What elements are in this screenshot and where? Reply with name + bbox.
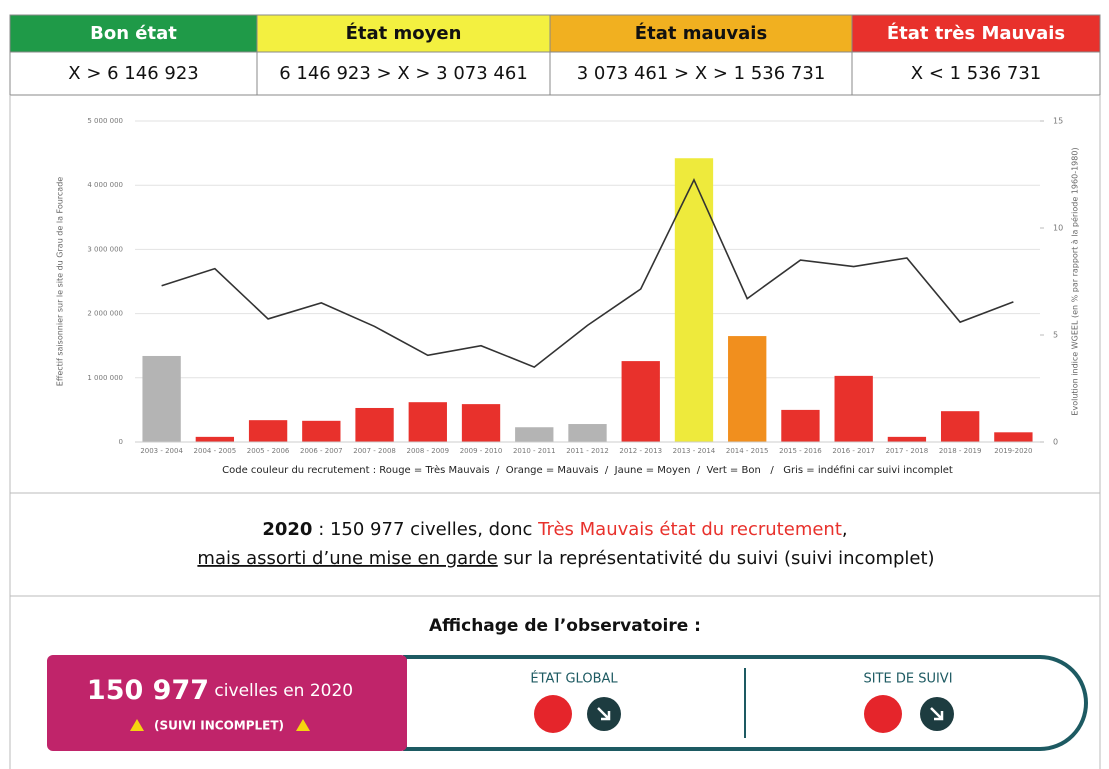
bar xyxy=(621,361,660,442)
bar xyxy=(781,409,820,442)
cell xyxy=(851,51,1101,96)
caption: Code couleur du recrutement : Rouge = Tr… xyxy=(222,464,953,476)
cell-text: 3 073 461 > X > 1 536 731 xyxy=(577,63,826,84)
count-line: 150 977 civelles en 2020 xyxy=(87,675,353,706)
header-text: Bon état xyxy=(90,23,177,44)
chart: 0 1 000 000 2 000 000 3 000 000 4 000 000 5 0… xyxy=(56,117,1080,477)
header-cell xyxy=(9,14,258,53)
x-tick-label: 2013 - 2014 xyxy=(673,447,716,455)
y-tick-label: 4 000 000 xyxy=(87,181,123,189)
bar xyxy=(940,411,980,442)
x-tick-label: 2016 - 2017 xyxy=(832,447,875,455)
warning: (SUIVI INCOMPLET) xyxy=(154,719,284,733)
threshold-table: Bon état X > 6 146 923 État moyen 6 146 923… xyxy=(9,14,1101,96)
trend-arrow xyxy=(597,707,611,721)
x-tick-label: 2007 - 2008 xyxy=(353,447,396,455)
header-cell xyxy=(256,14,551,53)
x-tick-label: 2003 - 2004 xyxy=(140,447,183,455)
cell xyxy=(9,51,258,96)
x-tick-label: 2010 - 2011 xyxy=(513,447,556,455)
bar xyxy=(994,432,1033,442)
bar xyxy=(248,420,288,442)
bar xyxy=(887,436,927,442)
summary-text: : 150 977 civelles, donc xyxy=(312,519,538,540)
y-tick-label: 2 000 000 xyxy=(87,310,123,318)
summary-text: sur la représentativité du suivi (suivi … xyxy=(498,548,935,569)
cell-text: 6 146 923 > X > 3 073 461 xyxy=(279,63,528,84)
bar xyxy=(142,355,181,442)
cell-text: X > 6 146 923 xyxy=(68,63,198,84)
y-tick-label: 0 xyxy=(119,438,123,446)
summary-text: , xyxy=(842,519,848,540)
summary-underlined: mais assorti d’une mise en garde xyxy=(197,548,497,569)
status-dot xyxy=(864,695,902,733)
site-label: SITE DE SUIVI xyxy=(863,672,952,687)
x-tick-label: 2008 - 2009 xyxy=(406,447,449,455)
cell-text: X < 1 536 731 xyxy=(911,63,1041,84)
global-label: ÉTAT GLOBAL xyxy=(530,671,618,687)
y2-axis-label: Evolution indice WGEEL (en % par rapport… xyxy=(1070,147,1080,415)
cell xyxy=(549,51,853,96)
observatory-title: Affichage de l’observatoire : xyxy=(429,616,701,636)
y2-tick-label: 15 xyxy=(1053,117,1063,126)
y-tick-label: 5 000 000 xyxy=(87,117,123,125)
y2-tick-label: 0 xyxy=(1053,438,1058,447)
y-tick-label: 3 000 000 xyxy=(87,245,123,253)
count-text: civelles en 2020 xyxy=(209,681,353,701)
bar xyxy=(461,404,501,442)
warning-icon xyxy=(296,719,310,731)
summary-line-2: mais assorti d’une mise en garde sur la … xyxy=(197,548,934,569)
bar xyxy=(355,407,394,442)
x-tick-label: 2006 - 2007 xyxy=(300,447,343,455)
warning-icon xyxy=(130,719,144,731)
status-dot xyxy=(534,695,572,733)
bar xyxy=(408,402,447,442)
bar xyxy=(568,424,607,442)
summary-year: 2020 xyxy=(262,519,312,540)
header-text: État moyen xyxy=(346,22,462,44)
y-tick-label: 1 000 000 xyxy=(87,374,123,382)
cell xyxy=(256,51,551,96)
x-tick-label: 2009 - 2010 xyxy=(460,447,503,455)
summary-line-1: 2020 : 150 977 civelles, donc Très Mauva… xyxy=(262,519,847,540)
header-text: État très Mauvais xyxy=(887,22,1065,44)
summary-highlight: Très Mauvais état du recrutement xyxy=(537,519,842,540)
bar xyxy=(674,158,714,442)
x-tick-label: 2015 - 2016 xyxy=(779,447,822,455)
y2-tick-label: 5 xyxy=(1053,331,1058,340)
bar xyxy=(834,375,873,442)
bar xyxy=(302,420,341,442)
y-axis-label: Effectif saisonnier sur le site du Grau … xyxy=(56,177,65,387)
bar xyxy=(195,436,235,442)
x-tick-label: 2018 - 2019 xyxy=(939,447,982,455)
index-line xyxy=(161,177,1014,369)
y2-tick-label: 10 xyxy=(1053,224,1063,233)
x-tick-label: 2012 - 2013 xyxy=(619,447,662,455)
x-tick-label: 2019-2020 xyxy=(994,447,1032,455)
bar xyxy=(728,336,767,442)
trend-arrow xyxy=(930,707,944,721)
x-tick-label: 2014 - 2015 xyxy=(726,447,769,455)
count: 150 977 xyxy=(87,675,209,706)
header-text: État mauvais xyxy=(635,22,767,44)
x-tick-label: 2004 - 2005 xyxy=(194,447,237,455)
x-tick-label: 2011 - 2012 xyxy=(566,447,609,455)
x-tick-label: 2005 - 2006 xyxy=(247,447,290,455)
x-tick-label: 2017 - 2018 xyxy=(886,447,929,455)
bar xyxy=(515,427,554,442)
